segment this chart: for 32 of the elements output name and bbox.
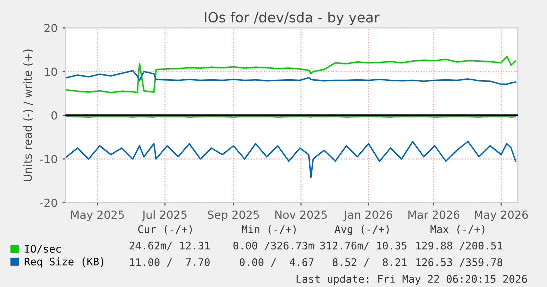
y-tick-label: 20: [44, 24, 58, 33]
x-tick-label: May 2025: [71, 210, 124, 222]
text: 129.88 /200.51: [416, 242, 503, 251]
text: 126.53 /359.78: [416, 258, 503, 268]
legend-label: IO/sec: [25, 245, 61, 254]
y-tick-label: 10: [45, 68, 58, 76]
y-tick-label: 0: [52, 111, 58, 120]
text: Min (-/+): [242, 225, 296, 235]
x-tick-label: May 2026: [475, 210, 528, 222]
chart-title: IOs for /dev/sda - by year: [205, 12, 380, 26]
y-tick-label: -20: [40, 198, 58, 208]
x-tick-label: Sep 2025: [208, 210, 260, 222]
x-tick-label: Jan 2026: [344, 210, 392, 222]
x-tick-label: Nov 2025: [276, 210, 327, 220]
y-axis-title: Units read (-) / write (+): [24, 50, 34, 182]
text: 11.00 / 7.70: [130, 258, 210, 268]
text: 8.52 / 8.21: [332, 258, 407, 268]
text: 312.76m/ 10.35: [320, 242, 407, 251]
text: 24.62m/ 12.31: [130, 242, 210, 251]
legend-label: Req Size (KB): [24, 258, 104, 268]
x-tick-label: Jul 2025: [142, 210, 187, 222]
line-series: [66, 141, 516, 178]
text: 0.00 /326.73m: [234, 242, 314, 251]
x-tick-label: Mar 2026: [408, 210, 460, 220]
y-tick-label: -10: [40, 155, 58, 164]
text: Cur (-/+): [138, 225, 192, 235]
text: Last update: Fri May 22 06:20:15 2026: [296, 275, 528, 286]
text: Avg (-/+): [334, 225, 389, 236]
text: Max (-/+): [430, 225, 485, 235]
line-series: [66, 70, 516, 86]
line-series: [66, 56, 516, 94]
text: 0.00 / 4.67: [240, 258, 314, 268]
